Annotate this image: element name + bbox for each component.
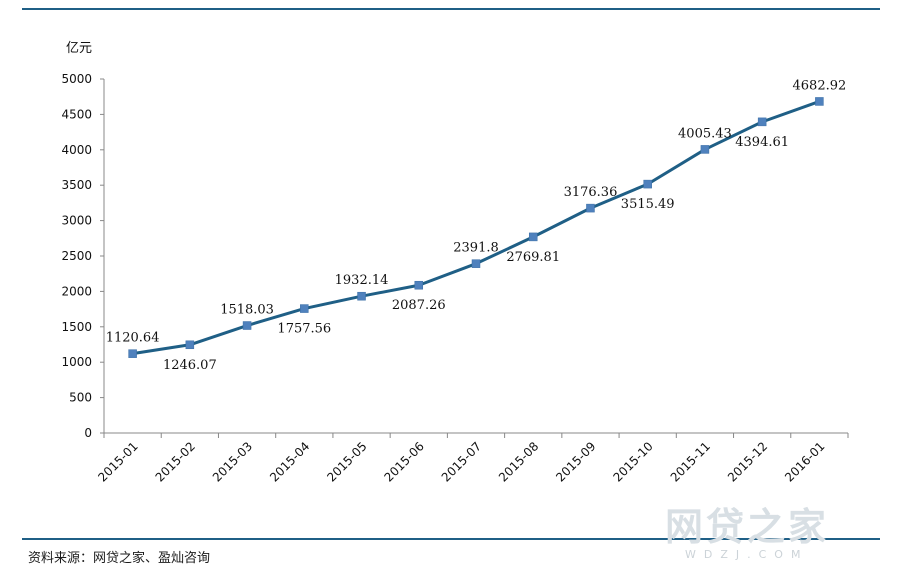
x-tick-label: 2015-01 xyxy=(95,439,140,484)
data-point-marker xyxy=(586,203,595,213)
watermark-sub: WDZJ.COM xyxy=(685,548,809,561)
data-point-marker xyxy=(643,179,652,189)
data-label: 1932.14 xyxy=(335,273,389,288)
data-point-marker xyxy=(357,291,366,301)
x-tick-label: 2015-07 xyxy=(439,439,484,484)
x-tick-label: 2015-10 xyxy=(610,439,655,484)
markers xyxy=(128,97,824,358)
data-point-marker xyxy=(414,280,424,290)
data-point-marker xyxy=(300,304,309,313)
y-tick-label: 5000 xyxy=(61,72,92,86)
data-point-marker xyxy=(757,117,767,127)
data-point-marker xyxy=(700,145,710,154)
x-tick-label: 2015-06 xyxy=(382,439,427,484)
y-tick-label: 3500 xyxy=(61,178,92,192)
x-tick-label: 2016-01 xyxy=(782,439,827,484)
x-tick-label: 2015-05 xyxy=(324,439,369,484)
top-rule xyxy=(22,8,880,10)
data-label: 1246.07 xyxy=(163,358,217,373)
data-label: 2087.26 xyxy=(392,298,446,313)
data-point-marker xyxy=(528,232,538,242)
y-tick-label: 1500 xyxy=(61,320,92,334)
x-tick-label: 2015-12 xyxy=(725,439,770,484)
watermark-main: 网贷之家 xyxy=(665,505,830,549)
x-tick-label: 2015-03 xyxy=(210,439,255,484)
data-label: 4394.61 xyxy=(735,135,789,150)
source-note: 资料来源：网贷之家、盈灿咨询 xyxy=(28,551,211,566)
y-tick-label: 2000 xyxy=(61,284,92,298)
y-tick-label: 4000 xyxy=(61,143,92,157)
x-tick-label: 2015-11 xyxy=(668,439,713,484)
watermark-logo: 网贷之家 WDZJ.COM xyxy=(665,496,885,576)
data-label: 3176.36 xyxy=(564,185,618,200)
data-label: 4005.43 xyxy=(678,126,732,141)
data-label: 1757.56 xyxy=(277,322,331,337)
data-label: 1518.03 xyxy=(220,303,274,318)
y-tick-label: 1000 xyxy=(61,355,92,369)
y-tick-label: 2500 xyxy=(61,249,92,263)
data-label: 1120.64 xyxy=(106,331,160,346)
data-label: 4682.92 xyxy=(793,78,847,93)
data-label: 2769.81 xyxy=(506,250,560,265)
y-unit-label: 亿元 xyxy=(66,41,92,56)
y-tick-label: 500 xyxy=(69,391,92,405)
x-tick-labels: 2015-01 2015-02 2015-03 2015-04 2015-05 2015-… xyxy=(95,439,827,484)
y-tick-label: 3000 xyxy=(61,214,92,228)
bottom-rule xyxy=(22,538,880,540)
data-point-marker xyxy=(815,97,824,106)
data-point-marker xyxy=(128,349,137,358)
y-tick-labels: 0 500 1000 1500 2000 2500 3000 3500 4000 4500 5000 xyxy=(61,72,92,440)
y-tick-label: 0 xyxy=(84,426,92,440)
data-label: 2391.8 xyxy=(453,241,499,256)
x-tick-label: 2015-09 xyxy=(553,439,598,484)
y-tick-label: 4500 xyxy=(61,107,92,121)
x-tick-label: 2015-02 xyxy=(153,439,198,484)
data-point-marker xyxy=(471,259,481,268)
axes xyxy=(100,78,849,438)
data-point-marker xyxy=(185,340,195,350)
x-tick-label: 2015-04 xyxy=(267,439,312,484)
data-point-marker xyxy=(242,321,252,330)
data-label: 3515.49 xyxy=(621,197,675,212)
x-tick-label: 2015-08 xyxy=(496,439,541,484)
